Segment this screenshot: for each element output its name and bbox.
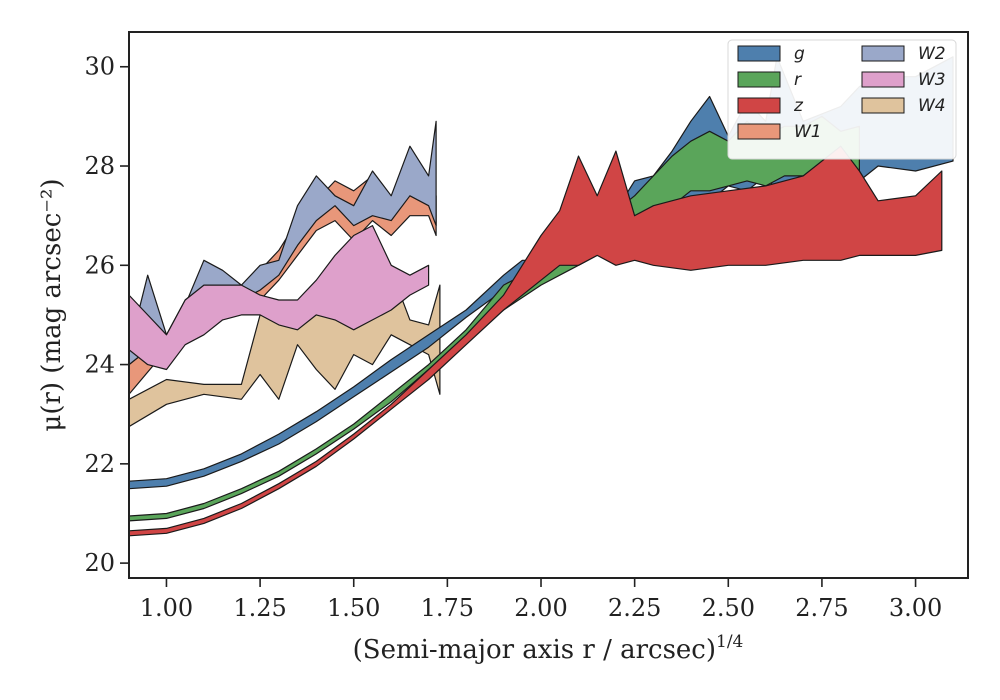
y-tick-label: 28 bbox=[84, 152, 115, 180]
y-axis-label: μ(r) (mag arcsec⁻²) bbox=[37, 178, 67, 431]
band-w3 bbox=[129, 225, 430, 371]
x-tick-label: 1.50 bbox=[327, 594, 380, 622]
legend-label: W4 bbox=[918, 96, 946, 116]
y-tick-label: 26 bbox=[84, 251, 115, 279]
x-tick-label: 3.00 bbox=[889, 594, 942, 622]
legend-label: r bbox=[794, 70, 802, 90]
x-axis-label-text: (Semi-major axis r / arcsec) bbox=[353, 635, 716, 665]
x-axis-ticks: 1.00 1.25 1.50 1.75 2.00 2.25 2.50 2.75 3.00 bbox=[140, 578, 942, 622]
y-tick-label: 22 bbox=[84, 450, 115, 478]
legend-swatch bbox=[737, 123, 781, 140]
y-tick-label: 24 bbox=[84, 351, 115, 379]
x-tick-label: 1.00 bbox=[140, 594, 193, 622]
legend-swatch bbox=[737, 71, 781, 88]
x-tick-label: 2.25 bbox=[608, 594, 661, 622]
legend-label: W2 bbox=[918, 44, 946, 64]
x-tick-label: 2.75 bbox=[795, 594, 848, 622]
legend-swatch bbox=[861, 97, 905, 114]
legend-item-w1: W1 bbox=[737, 122, 822, 142]
legend-label: W3 bbox=[918, 70, 946, 90]
legend-swatch bbox=[861, 71, 905, 88]
y-tick-label: 30 bbox=[84, 53, 115, 81]
legend-swatch bbox=[737, 97, 781, 114]
x-axis-label: (Semi-major axis r / arcsec)1/4 bbox=[353, 632, 744, 665]
plot-frame bbox=[128, 31, 969, 579]
legend-item-g: g bbox=[737, 44, 805, 64]
band-z bbox=[129, 145, 943, 537]
legend: grz W1 W2 W3 W4 bbox=[727, 39, 957, 160]
y-axis-ticks: 20 22 24 26 28 30 bbox=[84, 53, 129, 577]
legend-frame bbox=[727, 39, 957, 160]
legend-item-w3: W3 bbox=[861, 70, 946, 90]
legend-swatch bbox=[737, 45, 781, 62]
x-axis-label-exponent: 1/4 bbox=[716, 632, 743, 652]
x-tick-label: 2.00 bbox=[514, 594, 567, 622]
y-tick-label: 20 bbox=[84, 549, 115, 577]
legend-swatch bbox=[861, 45, 905, 62]
legend-item-r: r bbox=[737, 70, 802, 90]
x-tick-label: 1.75 bbox=[421, 594, 474, 622]
x-tick-label: 1.25 bbox=[233, 594, 286, 622]
legend-item-w2: W2 bbox=[861, 44, 946, 64]
x-tick-label: 2.50 bbox=[702, 594, 755, 622]
legend-item-w4: W4 bbox=[861, 96, 946, 116]
legend-label: W1 bbox=[794, 122, 822, 142]
legend-label: z bbox=[793, 96, 804, 116]
legend-item-z: z bbox=[737, 96, 804, 116]
legend-label: g bbox=[794, 44, 805, 64]
